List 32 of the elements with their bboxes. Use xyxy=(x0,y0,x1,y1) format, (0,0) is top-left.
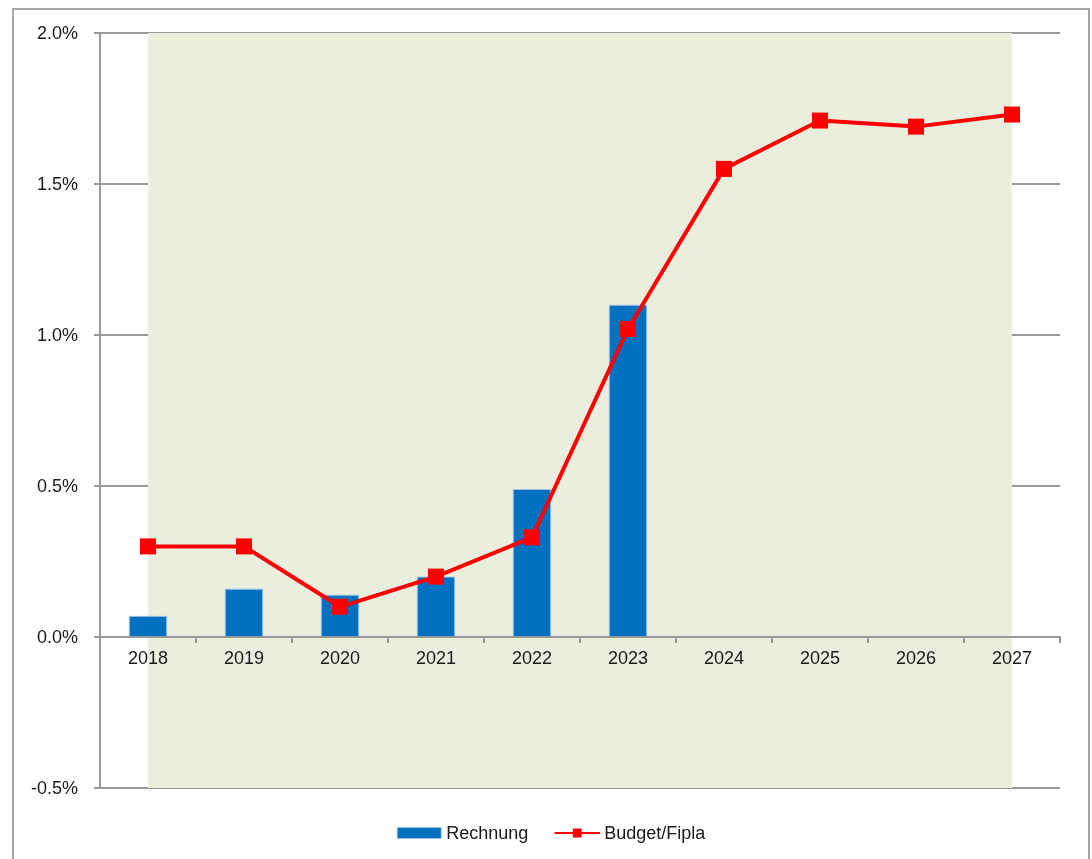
x-tick-label: 2025 xyxy=(799,648,841,668)
bar xyxy=(416,576,456,637)
y-tick-label: 1.5% xyxy=(36,174,78,194)
y-tick-label: 1.0% xyxy=(36,325,78,345)
point xyxy=(428,568,444,585)
x-tick-label: 2023 xyxy=(607,648,649,668)
point xyxy=(908,118,924,135)
y-tick-label: 2.0% xyxy=(36,23,78,43)
point xyxy=(140,538,156,555)
point xyxy=(236,538,252,555)
legend-label: Rechnung xyxy=(446,823,529,843)
legend-label: Budget/Fipla xyxy=(604,823,707,843)
x-tick-label: 2024 xyxy=(703,648,745,668)
y-tick-label: -0.5% xyxy=(30,778,78,798)
x-tick-label: 2026 xyxy=(895,648,937,668)
bar xyxy=(608,304,648,637)
x-tick-label: 2019 xyxy=(223,648,265,668)
x-tick-label: 2027 xyxy=(991,648,1033,668)
bar xyxy=(128,615,168,637)
x-tick-label: 2018 xyxy=(127,648,169,668)
x-tick-label: 2021 xyxy=(415,648,457,668)
x-tick-label: 2022 xyxy=(511,648,553,668)
bar xyxy=(512,489,552,637)
bar xyxy=(224,588,264,637)
point xyxy=(1004,106,1020,123)
y-tick-label: 0.0% xyxy=(36,627,78,647)
y-tick-label: 0.5% xyxy=(36,476,78,496)
point xyxy=(524,529,540,546)
point xyxy=(812,112,828,129)
x-tick-label: 2020 xyxy=(319,648,361,668)
point xyxy=(716,160,732,177)
point xyxy=(620,320,636,337)
